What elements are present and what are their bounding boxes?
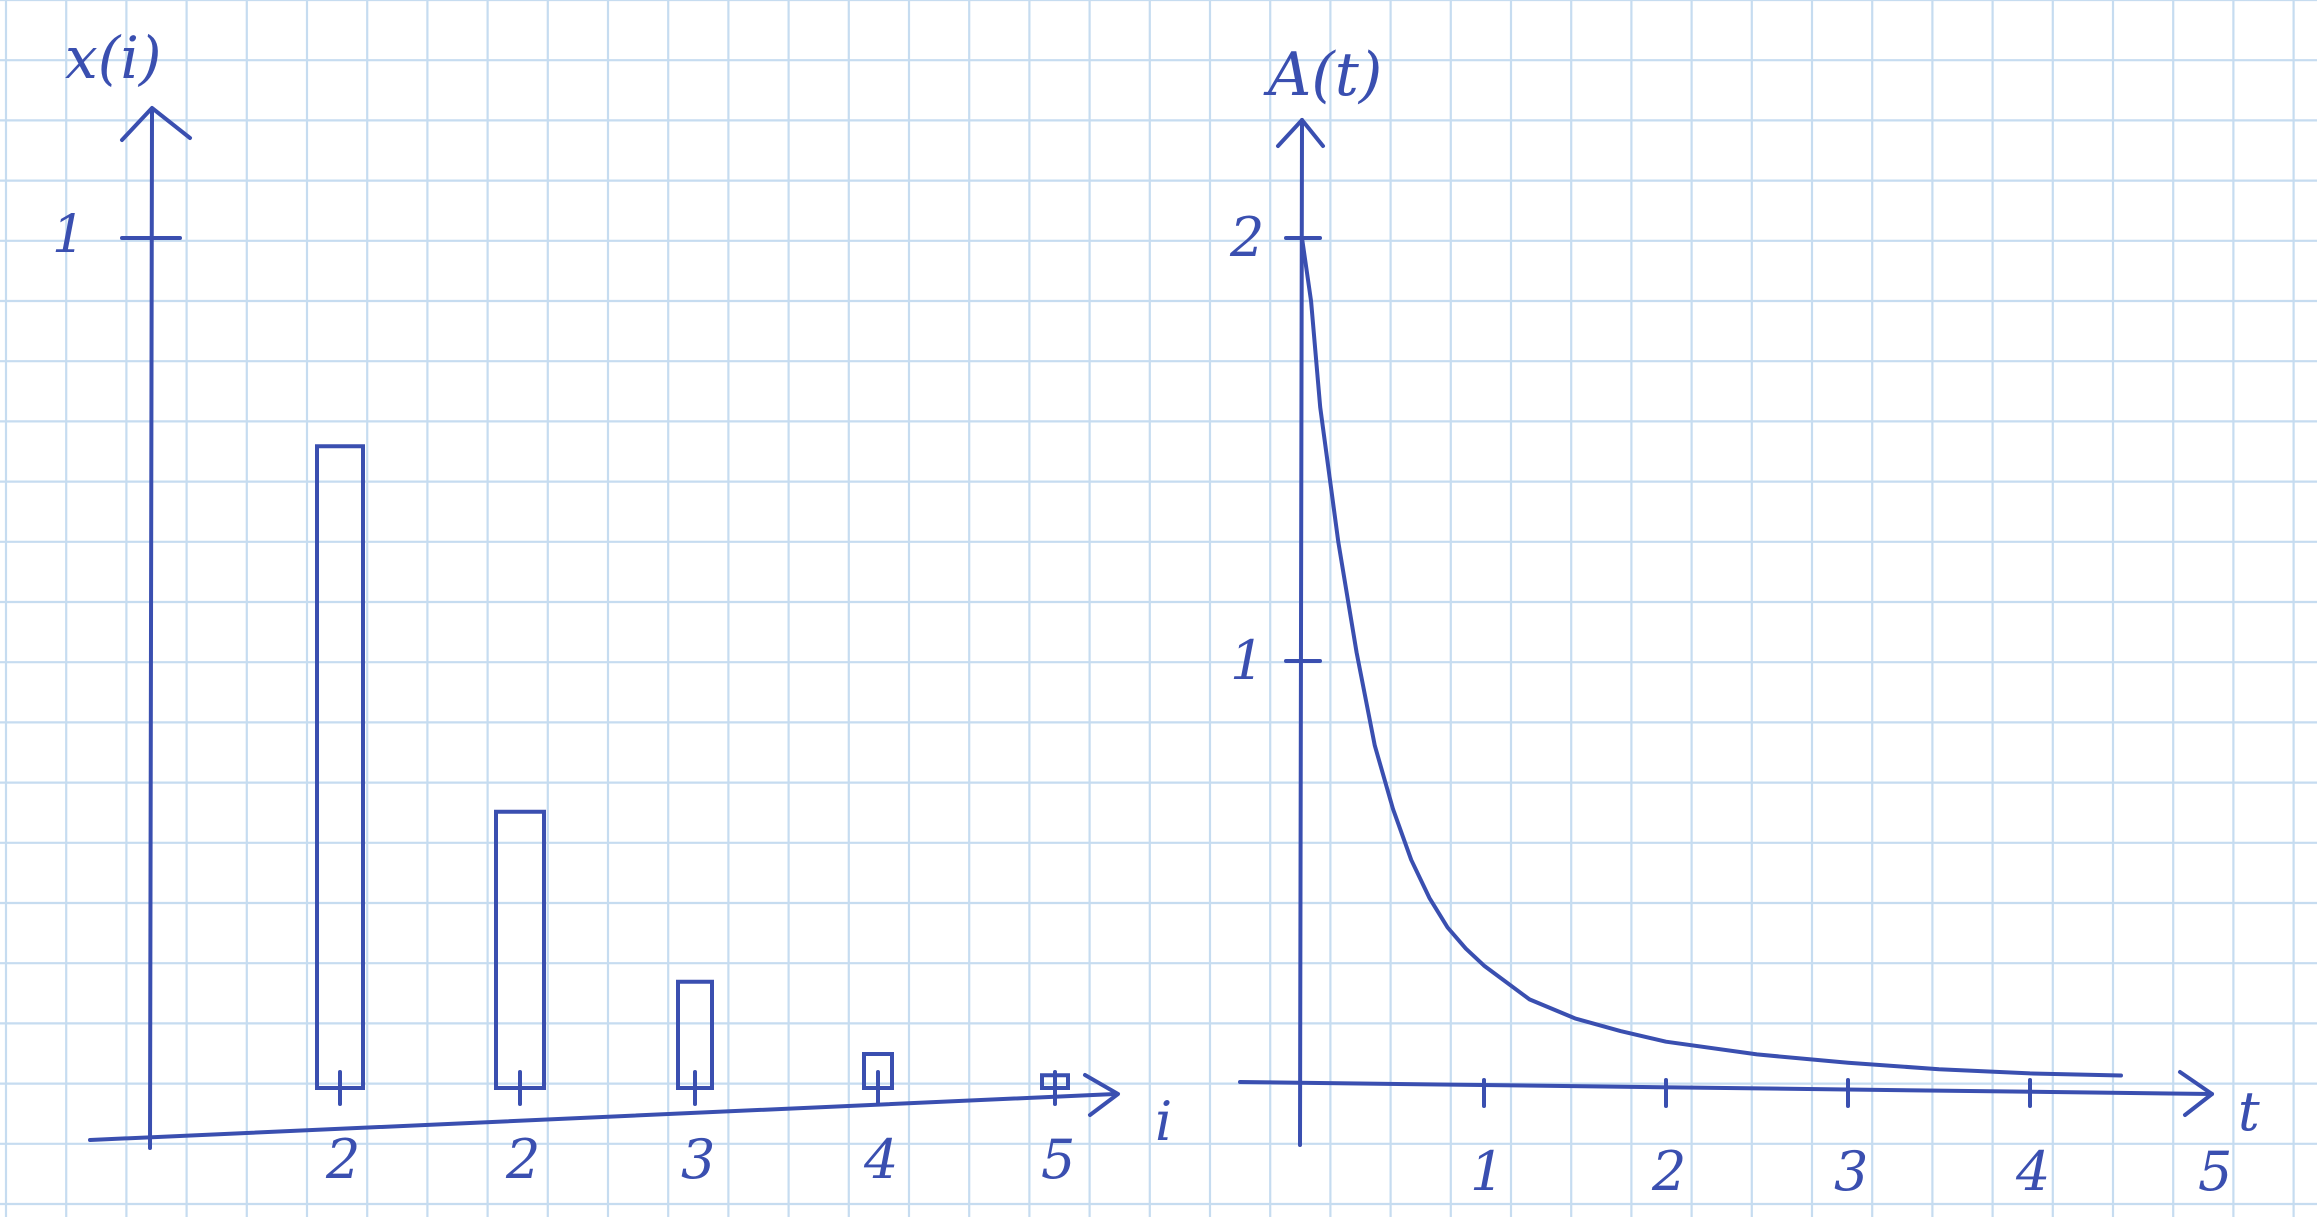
- y-axis-left: [148, 110, 154, 1150]
- x-tick-label-right-2: 2: [1651, 1140, 1686, 1203]
- y-axis-label-left: x(i): [65, 24, 162, 92]
- x-tick-label-left-4: 4: [863, 1128, 898, 1191]
- x-tick-label-right-4: 4: [2015, 1140, 2050, 1203]
- y-axis-right: [1298, 118, 1304, 1147]
- x-axis-arrow-left: [1083, 1073, 1120, 1117]
- x-tick-label-right-5: 5: [2198, 1140, 2232, 1203]
- y-axis-arrow-right: [1276, 118, 1325, 148]
- x-tick-label-left-1: 2: [325, 1128, 360, 1191]
- y-tick-label-right-2: 2: [1229, 206, 1264, 269]
- series-line-A: [1300, 236, 2123, 1078]
- line-chart: 1 2 3 4 5 1 2 A(t) t: [1229, 40, 2260, 1203]
- x-tick-label-left-2: 2: [505, 1128, 540, 1191]
- x-tick-label-left-5: 5: [1041, 1128, 1075, 1191]
- x-axis-label-right: t: [2238, 1080, 2260, 1143]
- x-axis-right: [1238, 1080, 2214, 1096]
- y-axis-label-right: A(t): [1263, 40, 1382, 110]
- y-axis-arrow-left: [120, 106, 192, 142]
- x-axis-arrow-right: [2178, 1070, 2214, 1117]
- y-tick-label-left-1: 1: [52, 205, 85, 265]
- bar-2: [494, 809, 546, 1090]
- x-tick-label-right-3: 3: [1834, 1140, 1868, 1203]
- x-tick-label-right-1: 1: [1470, 1140, 1504, 1203]
- y-tick-label-right-1: 1: [1230, 629, 1264, 692]
- bar-chart: 2 2 3 4 5 1 x(i) i: [52, 24, 1172, 1191]
- x-axis-label-left: i: [1155, 1090, 1172, 1153]
- x-axis-left: [88, 1092, 1117, 1142]
- x-tick-label-left-3: 3: [681, 1128, 715, 1191]
